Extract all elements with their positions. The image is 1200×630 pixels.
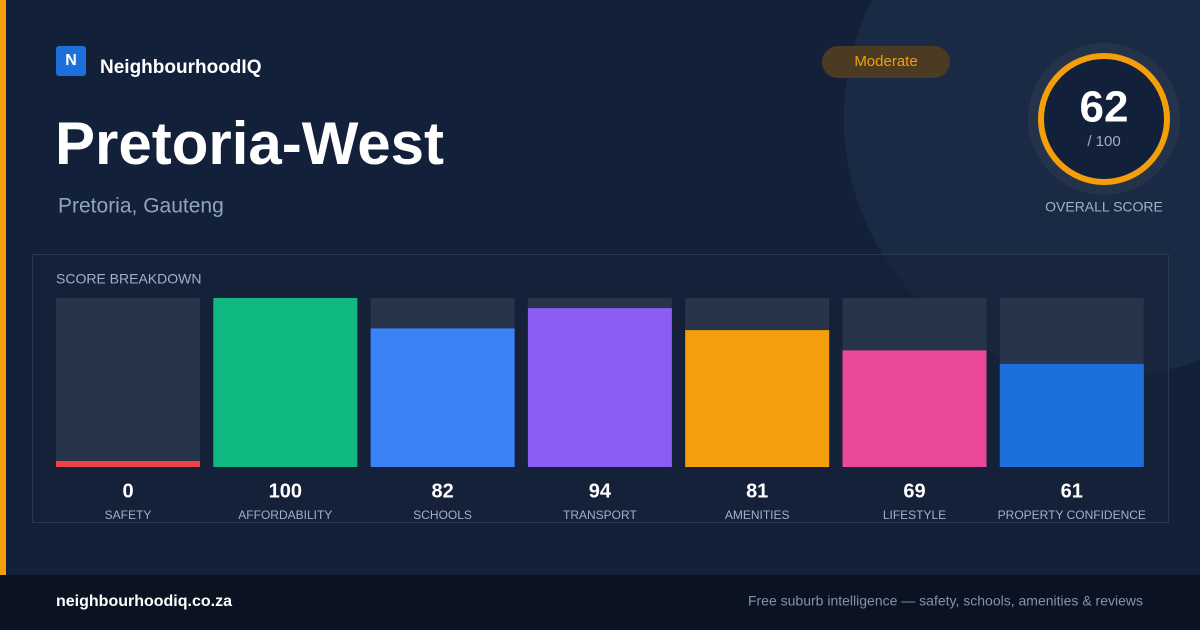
accent-bar [0,0,6,575]
category-label: SAFETY [105,508,152,522]
score-scale: / 100 [1087,133,1120,150]
score-label: OVERALL SCORE [1045,199,1163,215]
title: Pretoria-West [55,110,444,177]
badge-text: Moderate [854,53,917,70]
category-label: AFFORDABILITY [238,508,332,522]
badge [822,46,950,78]
bar [370,328,515,467]
score-ring [1038,53,1170,185]
value-label: 0 [122,480,133,502]
score-value: 62 [1080,83,1129,132]
footer-tagline: Free suburb intelligence — safety, schoo… [748,593,1143,609]
value-label: 100 [269,480,302,502]
value-label: 69 [903,480,925,502]
bar [56,461,200,467]
bar-chart: 0 SAFETY 100 AFFORDABILITY 82 SCHOOLS 94 TRANSP… [56,298,1146,522]
brand-name: NeighbourhoodIQ [100,57,261,78]
chart-title: SCORE BREAKDOWN [56,271,201,287]
bar [213,298,358,467]
subtitle: Pretoria, Gauteng [58,195,224,218]
category-label: AMENITIES [725,508,790,522]
bar [999,363,1144,467]
value-label: 82 [431,480,453,502]
bar [842,350,987,467]
bar-track [56,298,200,467]
footer-site: neighbourhoodiq.co.za [56,593,232,610]
logo-letter: N [65,52,77,69]
value-label: 94 [589,480,612,502]
bar [527,308,672,467]
value-label: 61 [1061,480,1083,502]
category-label: LIFESTYLE [883,508,946,522]
category-label: SCHOOLS [413,508,472,522]
logo [56,46,86,76]
category-label: TRANSPORT [563,508,637,522]
category-label: PROPERTY CONFIDENCE [998,508,1146,522]
footer [0,575,1200,630]
bar [685,330,830,467]
value-label: 81 [746,480,768,502]
